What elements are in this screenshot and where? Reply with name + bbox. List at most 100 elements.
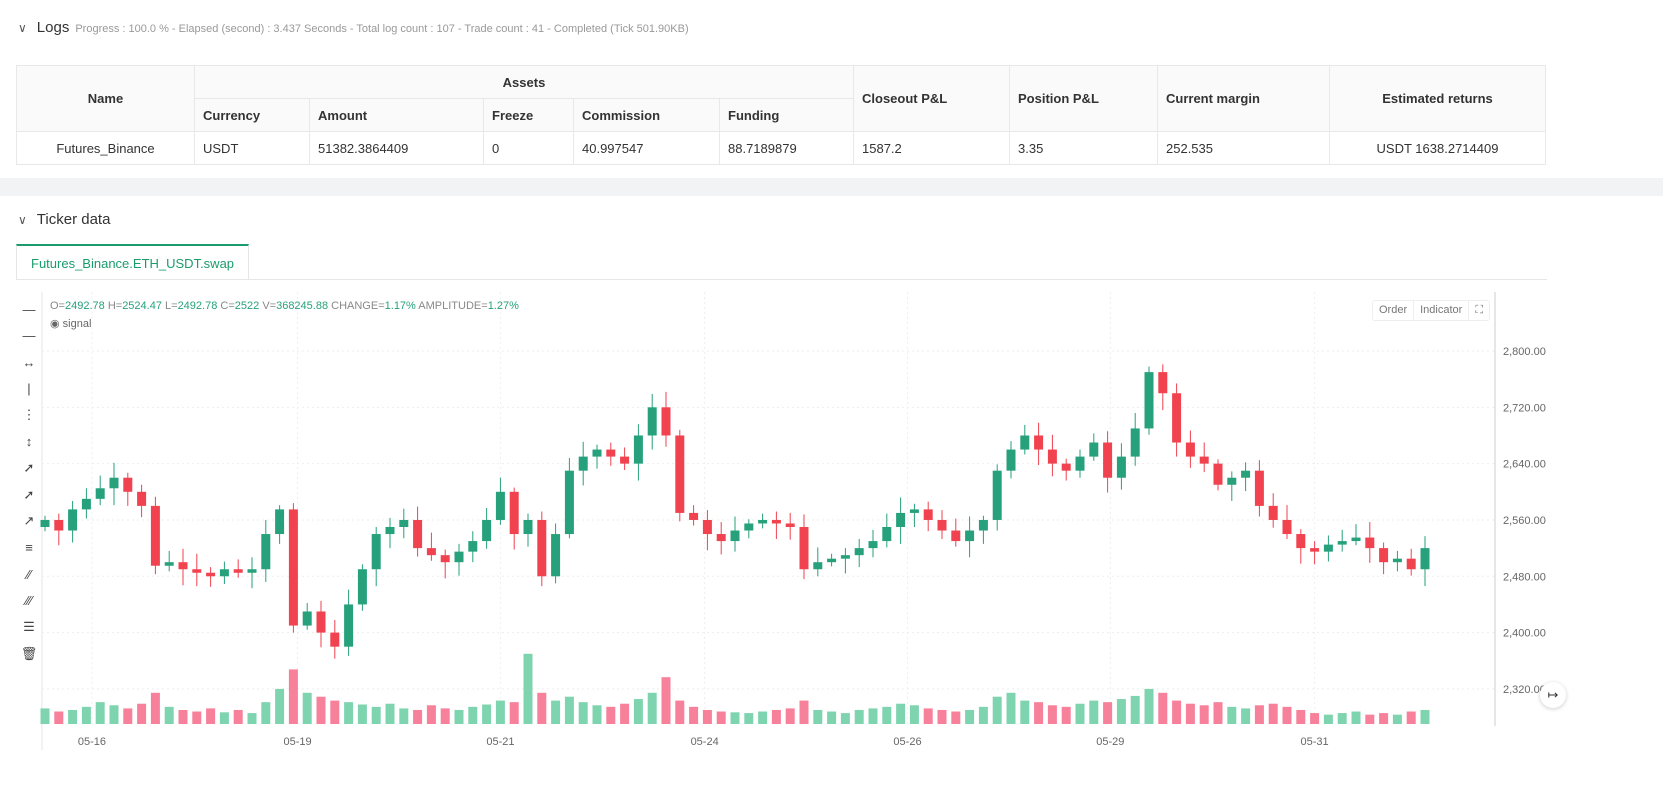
indicator-button[interactable]: Indicator (1414, 301, 1470, 320)
candle-body (81, 498, 91, 510)
candle-body (288, 509, 298, 626)
x-tick-label: 05-31 (1301, 736, 1329, 748)
volume-bar (1254, 705, 1264, 724)
col-freeze: Freeze (483, 98, 574, 132)
volume-bar (1075, 703, 1085, 724)
volume-bar (109, 705, 119, 724)
volume-bar (54, 711, 64, 724)
candle-body (123, 477, 133, 492)
candle-body (440, 555, 450, 563)
x-tick-label: 05-26 (893, 736, 921, 748)
volume-bar (1241, 708, 1251, 724)
fullscreen-icon[interactable]: ⛶ (1475, 304, 1484, 316)
volume-bar (896, 703, 906, 724)
signal-legend[interactable]: ◉ signal (50, 317, 91, 330)
y-tick-label: 2,320.00 (1503, 684, 1546, 696)
col-closeout: Closeout P&L (853, 65, 1010, 132)
candle-body (399, 519, 409, 527)
horizontal-segment-icon[interactable]: ↔ (22, 354, 36, 370)
candle-body (1379, 548, 1389, 563)
logs-title: Logs (36, 19, 70, 36)
volume-bar (978, 706, 988, 724)
volume-bar (785, 708, 795, 724)
volume-bar (1103, 702, 1113, 724)
multi-line-icon[interactable]: ⁄⁄⁄ (25, 593, 33, 609)
candle-body (344, 604, 354, 647)
y-tick-label: 2,720.00 (1503, 402, 1546, 414)
volume-bar (468, 706, 478, 724)
volume-bar (951, 711, 961, 724)
trend-line-icon[interactable]: ➚ (23, 460, 35, 476)
candle-body (923, 509, 933, 520)
ticker-header[interactable]: ∨ Ticker data (18, 211, 110, 228)
vertical-line-icon[interactable]: | (27, 381, 31, 397)
y-tick-label: 2,800.00 (1503, 346, 1546, 358)
candle-body (758, 519, 768, 524)
horizontal-line-icon[interactable]: — (22, 301, 36, 317)
candle-body (330, 632, 340, 647)
trash-icon[interactable]: 🗑 (20, 645, 38, 661)
candle-body (730, 530, 740, 542)
l-label: L= (165, 300, 178, 312)
parallel-channel-icon[interactable]: ⁄⁄ (26, 566, 32, 582)
candle-body (868, 541, 878, 549)
candle-body (1130, 428, 1140, 457)
candle-body (150, 505, 160, 566)
order-button[interactable]: Order (1373, 301, 1415, 320)
candle-body (247, 569, 257, 573)
volume-bar (744, 713, 754, 724)
volume-bar (758, 711, 768, 724)
cell-returns: USDT 1638.2714409 (1329, 131, 1546, 165)
candle-body (537, 519, 547, 577)
candle-body (882, 527, 892, 542)
volume-bar (1337, 713, 1347, 724)
candle-body (426, 548, 436, 556)
volume-bar (275, 688, 285, 724)
candle-body (620, 456, 630, 464)
horizontal-ray-icon[interactable]: — (22, 328, 36, 344)
fib-icon[interactable]: ☰ (23, 619, 35, 635)
volume-bar (1268, 703, 1278, 724)
price-line-icon[interactable]: ≡ (25, 540, 33, 556)
volume-bar (137, 703, 147, 724)
chevron-down-icon[interactable]: ∨ (18, 20, 27, 35)
volume-bar (1130, 695, 1140, 724)
volume-bar (454, 709, 464, 724)
volume-bar (923, 708, 933, 724)
volume-bar (206, 708, 216, 724)
tab-divider (16, 279, 1547, 280)
col-amount: Amount (309, 98, 484, 132)
cell-freeze: 0 (483, 131, 574, 165)
candle-body (785, 523, 795, 527)
candle-body (1075, 456, 1085, 471)
candle-body (1061, 463, 1071, 471)
candlestick-chart[interactable]: 2,320.00 2,400.00 2,480.00 2,560.00 2,640.00… (0, 196, 1663, 808)
candle-body (909, 509, 919, 513)
candle-body (454, 551, 464, 563)
candle-body (716, 534, 726, 542)
vertical-segment-icon[interactable]: ↕ (25, 434, 33, 450)
volume-bar (523, 653, 533, 724)
scroll-to-latest-button[interactable]: ↦ (1540, 682, 1566, 708)
candle-body (357, 569, 367, 605)
vertical-ray-icon[interactable]: ⋮ (22, 407, 36, 423)
eye-icon[interactable]: ◉ (50, 318, 60, 330)
candle-body (578, 456, 588, 471)
tab-eth-usdt-swap[interactable]: Futures_Binance.ETH_USDT.swap (16, 244, 250, 280)
volume-bar (592, 705, 602, 724)
table-row: Futures_Binance USDT 51382.3864409 0 40.… (16, 131, 1546, 165)
col-position: Position P&L (1009, 65, 1158, 132)
volume-bar (551, 700, 561, 724)
candle-body (178, 562, 188, 570)
h-value: 2524.47 (122, 300, 162, 312)
chevron-down-icon[interactable]: ∨ (18, 212, 27, 227)
candle-body (523, 519, 533, 535)
candle-body (1392, 558, 1402, 563)
logs-header[interactable]: ∨ Logs Progress : 100.0 % - Elapsed (sec… (18, 19, 689, 36)
arrow-line-icon[interactable]: ↗ (23, 513, 35, 529)
o-label: O= (50, 300, 65, 312)
candle-body (1103, 442, 1113, 478)
ray-line-icon[interactable]: ➚ (23, 486, 35, 502)
volume-bar (192, 711, 202, 724)
ticker-title: Ticker data (36, 211, 111, 228)
